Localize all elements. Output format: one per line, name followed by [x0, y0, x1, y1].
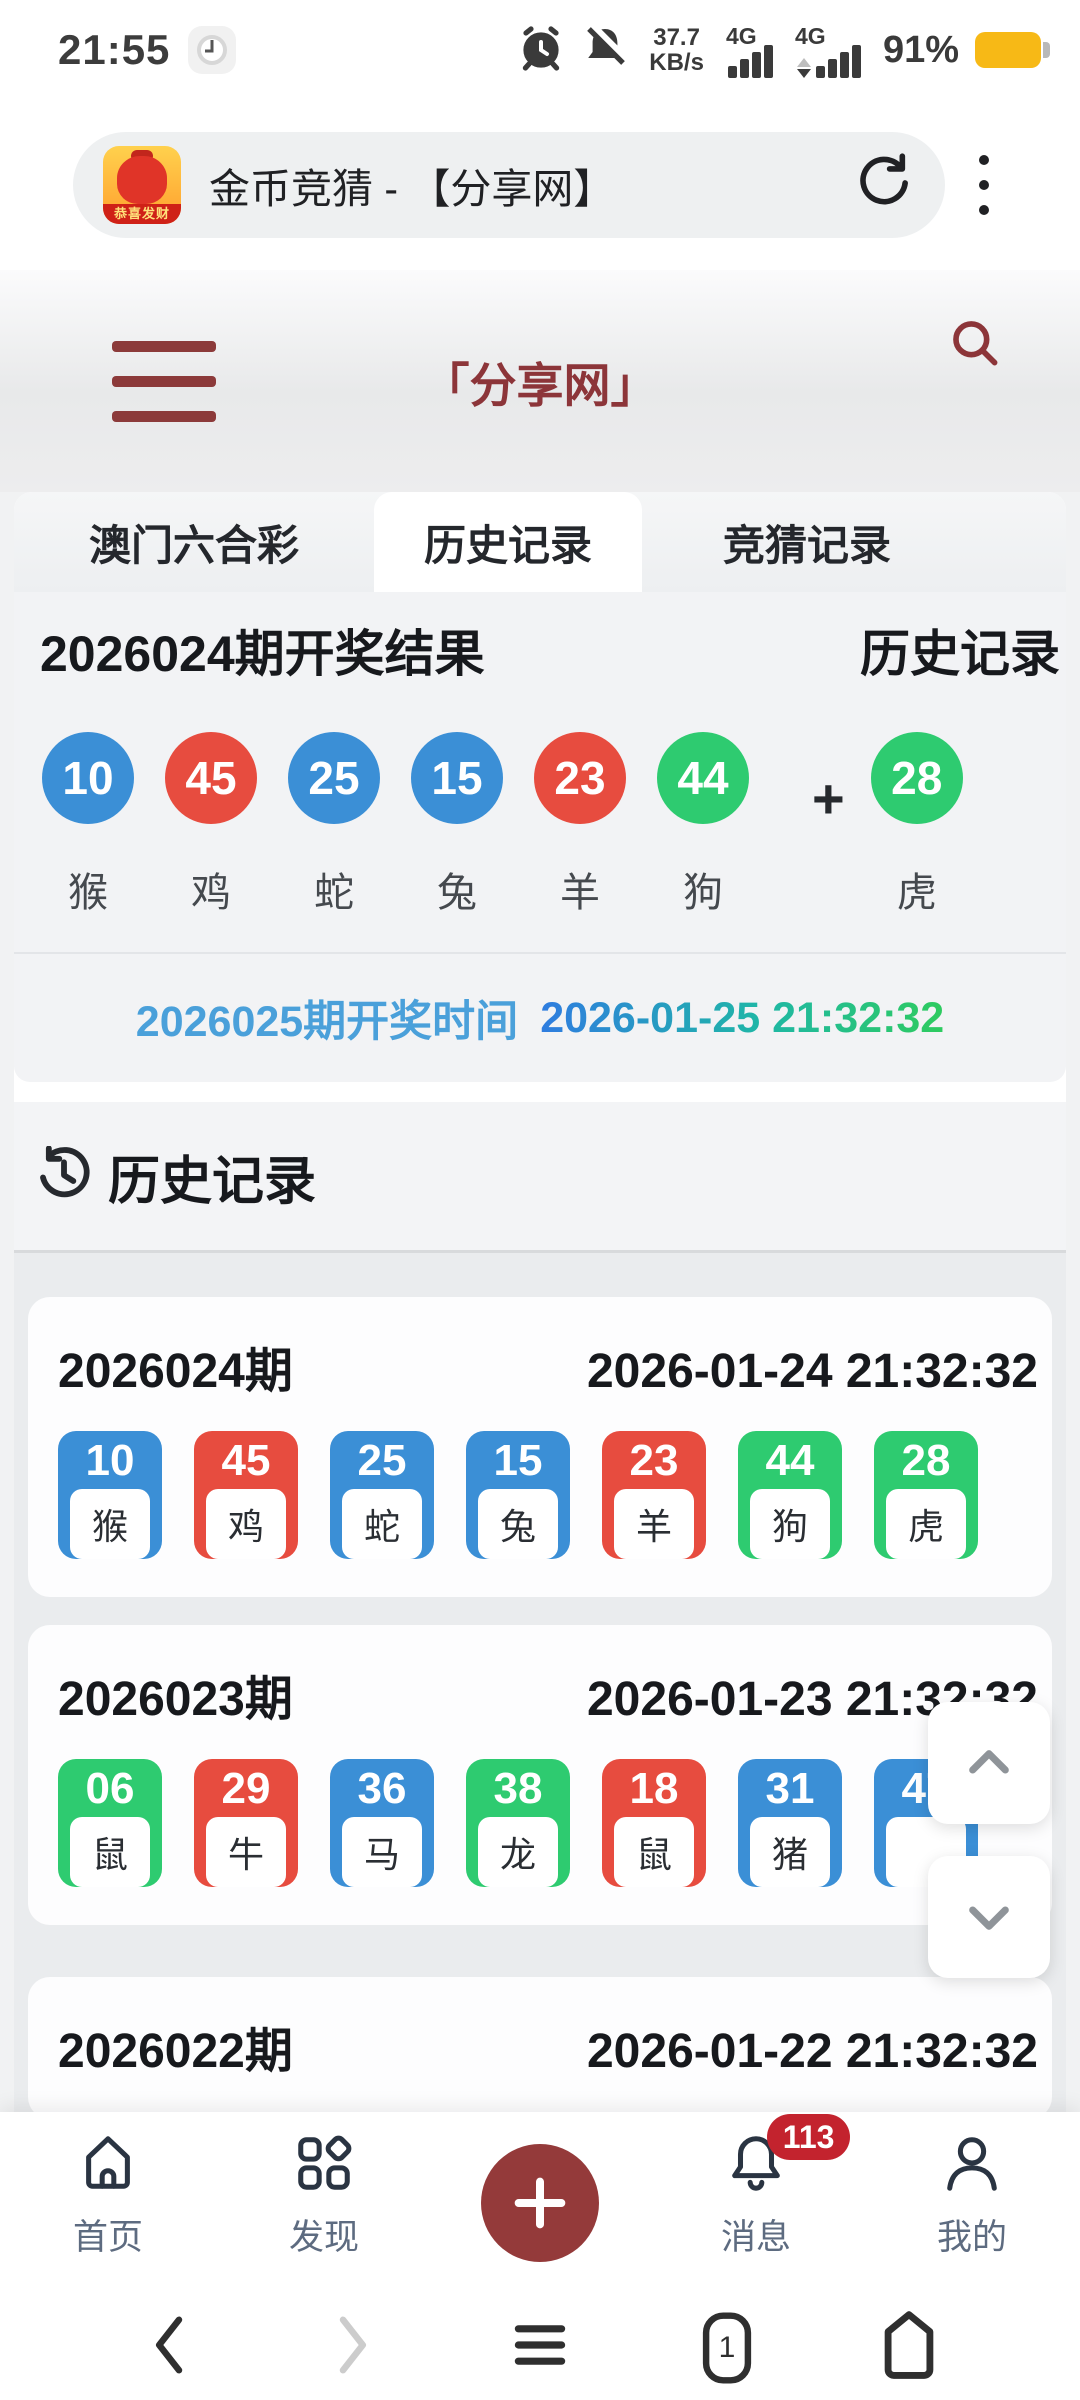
favicon-text: 恭喜发财	[103, 204, 181, 224]
address-pill[interactable]: 恭喜发财 金币竞猜 - 【分享网】	[73, 132, 945, 238]
lottery-ball: 23 羊	[534, 732, 626, 918]
tab-guess-record[interactable]: 竞猜记录	[722, 521, 891, 569]
nav-home[interactable]: 首页	[0, 2112, 216, 2260]
history-section-header: 历史记录	[14, 1102, 1066, 1253]
card-datetime: 2026-01-24 21:32:32	[586, 1345, 1038, 1398]
signal-sim1-icon: 4G	[726, 23, 773, 78]
tab-bar: 澳门六合彩 历史记录 竞猜记录	[14, 492, 1066, 592]
menu-button[interactable]	[504, 2309, 576, 2386]
browser-url-bar: 恭喜发财 金币竞猜 - 【分享网】	[0, 100, 1080, 270]
bottom-nav: 首页 发现	[0, 2112, 1080, 2295]
browser-menu-button[interactable]	[979, 155, 989, 215]
scroll-up-button[interactable]	[928, 1702, 1050, 1824]
number-tile: 45 鸡	[194, 1431, 298, 1559]
alarm-icon	[517, 24, 565, 77]
battery-icon	[975, 32, 1050, 68]
lottery-ball: 15 兔	[411, 732, 503, 918]
site-title: 「分享网」	[422, 358, 658, 412]
number-tile: 15 兔	[466, 1431, 570, 1559]
hamburger-menu-button[interactable]	[112, 340, 216, 422]
number-tile: 06 鼠	[58, 1759, 162, 1887]
number-tile: 29 牛	[194, 1759, 298, 1887]
add-button[interactable]	[481, 2144, 599, 2262]
card-period: 2026023期	[58, 1673, 293, 1726]
lottery-ball: 10 猴	[42, 732, 134, 918]
status-bar: 21:55 37.7 KB/s	[0, 0, 1080, 100]
nav-messages[interactable]: 113 消息	[648, 2112, 864, 2260]
number-tile: 23 羊	[602, 1431, 706, 1559]
search-icon[interactable]	[948, 316, 1002, 375]
messages-badge: 113	[766, 2114, 851, 2161]
history-section-title: 历史记录	[108, 1152, 317, 1211]
number-tile: 18 鼠	[602, 1759, 706, 1887]
discover-icon	[293, 2132, 355, 2199]
home-icon	[77, 2132, 139, 2199]
signal-sim2-icon: 4G	[795, 23, 861, 78]
result-heading: 2026024期开奖结果	[40, 626, 485, 682]
card-period: 2026022期	[58, 2025, 293, 2078]
number-tile: 38 龙	[466, 1759, 570, 1887]
content-card: 澳门六合彩 历史记录 竞猜记录 2026024期开奖结果 历史记录 10 猴 4…	[14, 492, 1066, 2400]
next-draw-banner: 2026025期开奖时间 2026-01-25 21:32:32	[14, 952, 1066, 1082]
number-tile: 25 蛇	[330, 1431, 434, 1559]
number-tile: 10 猴	[58, 1431, 162, 1559]
number-tile: 44 狗	[738, 1431, 842, 1559]
site-favicon: 恭喜发财	[103, 146, 181, 224]
tab-macau-lottery[interactable]: 澳门六合彩	[88, 521, 299, 569]
special-ball: 28 虎	[870, 732, 963, 918]
nav-add[interactable]	[432, 2112, 648, 2262]
lottery-ball: 44 狗	[657, 732, 749, 918]
result-balls: 10 猴 45 鸡 25 蛇 15 兔 23 羊	[14, 686, 1066, 918]
forward-button[interactable]	[322, 2309, 382, 2386]
next-draw-time: 2026-01-25 21:32:32	[540, 993, 945, 1042]
history-list: 2026024期 2026-01-24 21:32:32 10 猴 45 鸡 2…	[14, 1253, 1066, 2197]
tabs-button[interactable]: 1	[698, 2310, 756, 2386]
card-tiles: 06 鼠 29 牛 36 马 38 龙	[58, 1759, 1042, 1887]
history-icon	[36, 1144, 92, 1207]
tab-history[interactable]: 历史记录	[374, 492, 642, 592]
back-button[interactable]	[140, 2309, 200, 2386]
bell-icon	[725, 2132, 787, 2199]
plus-separator: +	[812, 767, 845, 830]
mute-bell-icon	[581, 22, 630, 77]
card-tiles: 10 猴 45 鸡 25 蛇 15 兔	[58, 1431, 1042, 1559]
battery-percent: 91%	[882, 28, 959, 71]
alarm-widget-icon	[188, 26, 237, 74]
system-nav-bar: 1	[0, 2295, 1080, 2400]
page-title: 金币竞猜 - 【分享网】	[209, 166, 615, 212]
lottery-ball: 25 蛇	[288, 732, 380, 918]
refresh-button[interactable]	[853, 152, 915, 219]
history-card-2026023: 2026023期 2026-01-23 21:32:32 06 鼠 29 牛 3…	[28, 1625, 1052, 1925]
number-tile: 31 猪	[738, 1759, 842, 1887]
draw-result-panel: 2026024期开奖结果 历史记录 10 猴 45 鸡 25 蛇 15	[14, 592, 1066, 1082]
card-datetime: 2026-01-22 21:32:32	[586, 2025, 1038, 2078]
nav-profile[interactable]: 我的	[864, 2112, 1080, 2260]
card-period: 2026024期	[58, 1345, 293, 1398]
person-icon	[941, 2132, 1003, 2199]
history-link[interactable]: 历史记录	[860, 626, 1060, 682]
history-card-2026022: 2026022期 2026-01-22 21:32:32	[28, 1977, 1052, 2119]
nav-discover[interactable]: 发现	[216, 2112, 432, 2260]
history-card-2026024: 2026024期 2026-01-24 21:32:32 10 猴 45 鸡 2…	[28, 1297, 1052, 1597]
lottery-ball: 45 鸡	[165, 732, 257, 918]
site-header: 「分享网」	[0, 270, 1080, 492]
home-nav-button[interactable]	[878, 2307, 940, 2388]
number-tile: 36 马	[330, 1759, 434, 1887]
tab-count: 1	[718, 2330, 736, 2364]
network-speed: 37.7 KB/s	[649, 23, 704, 76]
next-draw-label: 2026025期开奖时间	[135, 998, 519, 1046]
scroll-down-button[interactable]	[928, 1856, 1050, 1978]
clock-time: 21:55	[58, 26, 171, 73]
number-tile: 28 虎	[874, 1431, 978, 1559]
